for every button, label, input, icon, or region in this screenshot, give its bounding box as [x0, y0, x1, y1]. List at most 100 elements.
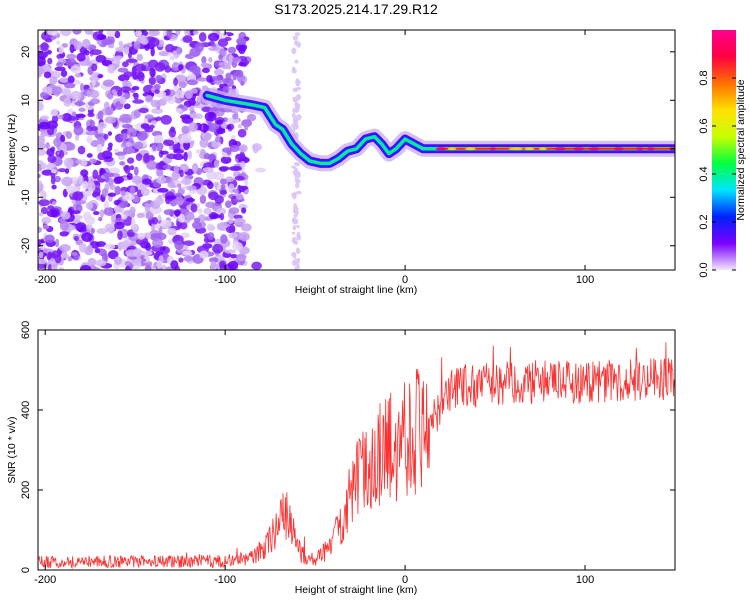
noise-blob: [39, 212, 44, 217]
noise-blob: [164, 176, 173, 184]
snr-ytick-label: 600: [20, 321, 32, 339]
noise-blob: [97, 152, 106, 161]
noise-blob: [156, 168, 164, 177]
noise-blob: [114, 30, 121, 39]
tone-highlight: [636, 147, 644, 151]
snr-xtick-label: 100: [576, 574, 594, 586]
noise-blob: [131, 175, 143, 184]
noise-blob: [155, 162, 165, 170]
noise-blob: [294, 32, 301, 36]
noise-blob: [96, 143, 103, 153]
snr-ytick-label: 0: [20, 567, 32, 573]
noise-blob: [294, 183, 300, 189]
noise-blob: [123, 209, 133, 216]
noise-blob: [38, 199, 50, 207]
snr-xlabel: Height of straight line (km): [295, 584, 418, 596]
noise-blob: [154, 196, 164, 205]
noise-blob: [86, 89, 92, 98]
noise-blob: [70, 65, 81, 74]
noise-blob: [216, 127, 226, 135]
noise-blob: [224, 249, 236, 254]
noise-blob: [38, 182, 44, 192]
noise-blob: [66, 142, 76, 151]
noise-blob: [183, 255, 193, 262]
noise-blob: [77, 145, 86, 155]
noise-blob: [74, 73, 82, 78]
snr-ylabel: SNR (10 * v/v): [6, 416, 18, 483]
noise-blob: [49, 76, 58, 85]
noise-blob: [155, 74, 162, 82]
noise-blob: [180, 134, 192, 144]
noise-blob: [89, 158, 97, 164]
noise-blob: [174, 240, 184, 250]
noise-blob: [186, 185, 197, 191]
noise-blob: [207, 32, 220, 42]
noise-blob: [105, 106, 114, 116]
noise-blob: [100, 34, 106, 41]
noise-blob: [191, 163, 199, 173]
noise-blob: [171, 170, 180, 181]
noise-blob: [64, 82, 76, 89]
noise-blob: [75, 133, 80, 141]
noise-blob: [40, 207, 48, 215]
noise-blob: [230, 254, 238, 259]
noise-blob: [56, 61, 64, 68]
noise-blob: [174, 196, 185, 206]
noise-blob: [196, 77, 207, 82]
snr-frame: [37, 329, 676, 571]
noise-blob: [67, 75, 75, 84]
noise-blob: [150, 99, 161, 108]
trace-outer: [202, 90, 675, 168]
noise-blob: [49, 35, 57, 40]
noise-blob: [214, 195, 224, 204]
noise-blob: [107, 131, 113, 136]
noise-blob: [124, 260, 131, 267]
noise-blob: [182, 240, 195, 246]
noise-blob: [160, 219, 172, 229]
noise-blob: [38, 226, 42, 233]
noise-blob: [201, 56, 207, 64]
noise-blob: [228, 232, 239, 239]
noise-blob: [52, 200, 57, 206]
noise-blob: [240, 223, 252, 232]
noise-blob: [179, 169, 184, 178]
noise-blob: [87, 257, 97, 267]
noise-blob: [75, 222, 87, 232]
colorbar-tick-label: 0.8: [698, 70, 710, 85]
noise-blob: [236, 37, 247, 46]
noise-blob: [67, 256, 73, 262]
noise-blob: [74, 113, 86, 119]
noise-blob: [70, 90, 82, 100]
noise-blob: [203, 207, 212, 215]
noise-blob: [296, 234, 302, 241]
noise-blob: [229, 144, 240, 153]
noise-blob: [231, 57, 242, 64]
noise-blob: [46, 209, 59, 218]
noise-blob: [50, 176, 56, 185]
noise-blob: [73, 125, 84, 136]
noise-blob: [136, 212, 145, 219]
noise-blob: [182, 250, 193, 256]
noise-blob: [224, 200, 232, 208]
noise-blob: [189, 47, 201, 58]
noise-blob: [101, 252, 108, 262]
noise-blob: [40, 131, 47, 138]
noise-blob: [65, 58, 77, 67]
noise-blob: [104, 116, 117, 124]
noise-blob: [126, 157, 135, 164]
noise-blob: [58, 114, 64, 120]
noise-blob: [125, 141, 132, 147]
noise-blob: [123, 165, 129, 172]
noise-blob: [60, 30, 72, 37]
spectrogram-frame: [37, 29, 676, 271]
figure-title: S173.2025.214.17.29.R12: [274, 1, 438, 17]
tone-highlight: [538, 147, 547, 151]
noise-blob: [152, 238, 164, 248]
noise-blob: [292, 124, 298, 130]
noise-blob: [150, 120, 158, 125]
noise-blob: [86, 153, 93, 158]
noise-blob: [208, 56, 213, 63]
noise-blob: [72, 191, 84, 201]
noise-blob: [225, 72, 232, 81]
noise-blob: [120, 132, 128, 140]
